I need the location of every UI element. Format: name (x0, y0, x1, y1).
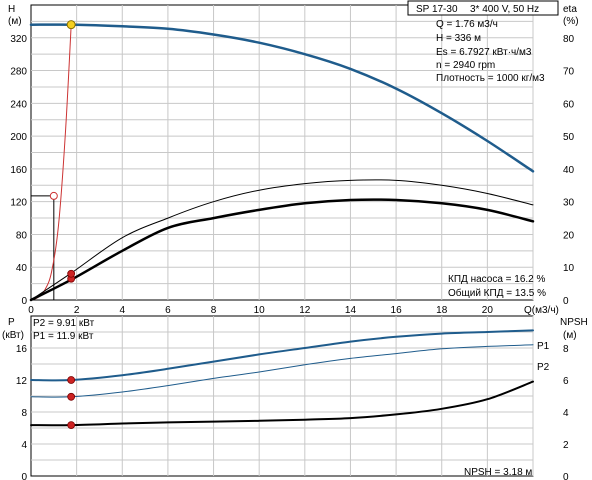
flow-tick-label: 6 (165, 305, 171, 316)
power-axis-title: P (8, 317, 15, 328)
upper-series (29, 23, 535, 302)
flow-tick-label: 8 (211, 305, 217, 316)
upper-grid (31, 5, 534, 300)
eta-tick-label: 10 (563, 263, 575, 274)
head-tick-label: 320 (10, 34, 27, 45)
upper-right-axis-ticks: 0 10 20 30 40 50 60 70 80 (563, 34, 575, 307)
series-line-- (29, 198, 535, 302)
power-tick-label: 8 (21, 408, 27, 419)
head-tick-label: 240 (10, 99, 27, 110)
eta-tick-label: 80 (563, 34, 575, 45)
flow-tick-label: 12 (299, 305, 311, 316)
p2-note: P2 = 9.91 кВт (33, 318, 95, 329)
specific-energy-value: Es = 6.7927 кВт·ч/м3 (436, 47, 532, 58)
head-tick-label: 120 (10, 198, 27, 209)
system-curve-guides (31, 195, 55, 300)
system-point-marker (49, 191, 58, 200)
speed-value: n = 2940 rpm (436, 60, 495, 71)
pump-efficiency-note: КПД насоса = 16.2 % (448, 274, 546, 285)
p2-series-label: P2 (537, 362, 550, 373)
head-tick-label: 0 (21, 296, 27, 307)
series-line-0 (29, 23, 535, 173)
upper-x-axis-ticks: 0 2 4 6 8 10 12 14 16 18 20 (28, 305, 493, 316)
head-tick-label: 280 (10, 67, 27, 78)
npsh-note: NPSH = 3.18 м (464, 467, 532, 478)
eta-axis-unit: (%) (563, 16, 579, 27)
head-tick-label: 40 (16, 263, 28, 274)
eta-tick-label: 70 (563, 67, 575, 78)
eta-axis-title: eta (563, 4, 577, 15)
flow-value: Q = 1.76 м3/ч (436, 19, 498, 30)
header-box (407, 0, 559, 16)
npsh-tick-label: 4 (563, 408, 569, 419)
lower-right-axis-ticks: 0 2 4 6 8 (563, 344, 569, 480)
eta-tick-label: 20 (563, 230, 575, 241)
npsh-axis-unit: (м) (563, 330, 577, 341)
power-tick-label: 0 (21, 472, 27, 480)
lower-series (30, 329, 534, 427)
npsh-tick-label: 2 (563, 440, 569, 451)
operating-point-marker (67, 392, 76, 401)
flow-tick-label: 16 (391, 305, 403, 316)
head-tick-label: 200 (10, 132, 27, 143)
series-line-npsh (30, 380, 534, 427)
pump-model-label: SP 17-30 (416, 4, 458, 15)
head-axis-title: H (8, 4, 15, 15)
flow-tick-label: 14 (345, 305, 357, 316)
eta-tick-label: 40 (563, 165, 575, 176)
operating-point-marker (67, 269, 76, 278)
series-line-p2 (30, 344, 534, 398)
operating-point-marker (67, 421, 76, 430)
operating-point-marker (67, 376, 76, 384)
npsh-axis-title: NPSH (560, 317, 588, 328)
supply-label: 3* 400 V, 50 Hz (470, 4, 539, 15)
lower-left-axis-ticks: 0 4 8 12 16 (16, 344, 28, 480)
power-tick-label: 12 (16, 376, 28, 387)
flow-tick-label: 2 (74, 305, 80, 316)
p1-series-label: P1 (537, 341, 550, 352)
p1-note: P1 = 11.9 кВт (33, 331, 94, 342)
total-efficiency-note: Общий КПД = 13.5 % (448, 287, 546, 299)
duty-point-marker (66, 20, 76, 30)
head-tick-label: 160 (10, 165, 27, 176)
npsh-tick-label: 0 (563, 472, 569, 480)
npsh-tick-label: 8 (563, 344, 569, 355)
upper-left-axis-ticks: 0 40 80 120 160 200 240 280 320 (10, 34, 27, 307)
upper-points (49, 20, 76, 283)
flow-tick-label: 0 (28, 305, 34, 316)
flow-tick-label: 20 (482, 305, 494, 316)
eta-tick-label: 60 (563, 99, 575, 110)
density-value: Плотность = 1000 кг/м3 (436, 73, 545, 84)
series-line-1 (30, 24, 72, 301)
power-tick-label: 4 (21, 440, 27, 451)
series-line-- (30, 179, 534, 301)
npsh-tick-label: 6 (563, 376, 569, 387)
flow-tick-label: 18 (436, 305, 448, 316)
eta-tick-label: 30 (563, 198, 575, 209)
series-line-p1 (30, 329, 534, 382)
head-value: H = 336 м (436, 33, 481, 44)
flow-axis-title: Q(м3/ч) (524, 305, 559, 316)
lower-grid (31, 316, 534, 476)
head-axis-unit: (м) (8, 16, 22, 27)
flow-tick-label: 4 (119, 305, 125, 316)
eta-tick-label: 0 (563, 296, 569, 307)
eta-tick-label: 50 (563, 132, 575, 143)
lower-points (67, 376, 76, 430)
power-tick-label: 16 (16, 344, 28, 355)
head-tick-label: 80 (16, 230, 28, 241)
power-axis-unit: (кВт) (2, 330, 24, 341)
flow-tick-label: 10 (254, 305, 266, 316)
